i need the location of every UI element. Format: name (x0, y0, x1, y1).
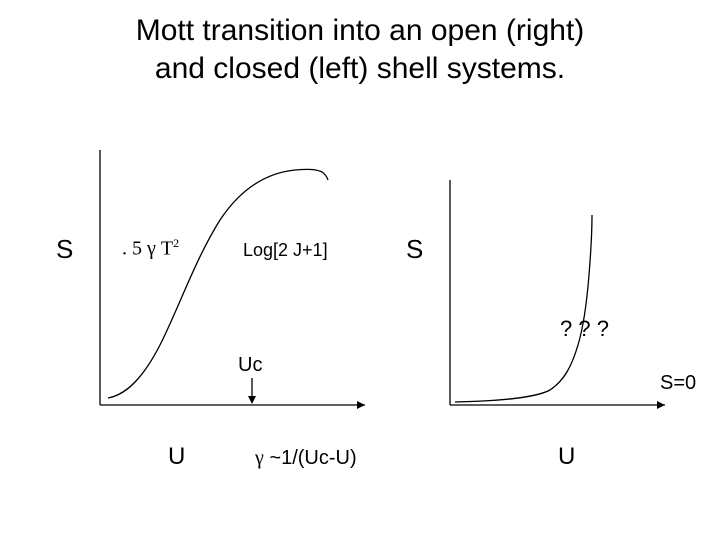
right-s0: S=0 (660, 372, 696, 395)
gamma-relation: γ ~1/(Uc-U) (255, 447, 357, 470)
left-curve-label-exp: 2 (173, 236, 179, 250)
page-title: Mott transition into an open (right) and… (0, 12, 720, 87)
right-x-label: U (558, 443, 575, 471)
left-plot-curve (90, 150, 380, 430)
uc-arrow-icon (244, 376, 260, 406)
left-curve-label: . 5 γ T2 (122, 236, 179, 261)
gamma-relation-gamma: γ (255, 447, 264, 469)
left-curve-label-pre: . 5 (122, 238, 147, 260)
left-log-label: Log[2 J+1] (243, 240, 328, 261)
uc-label: Uc (238, 354, 262, 377)
left-curve-label-gamma: γ (147, 238, 156, 260)
right-plot-curve (440, 180, 680, 420)
left-y-label: S (56, 234, 73, 265)
right-y-label: S (406, 234, 423, 265)
right-question: ? ? ? (560, 316, 609, 342)
left-x-label: U (168, 443, 185, 471)
gamma-relation-rest: ~1/(Uc-U) (264, 447, 357, 469)
title-line2: and closed (left) shell systems. (155, 52, 565, 85)
left-curve-label-T: T (156, 238, 173, 260)
title-line1: Mott transition into an open (right) (136, 14, 585, 47)
